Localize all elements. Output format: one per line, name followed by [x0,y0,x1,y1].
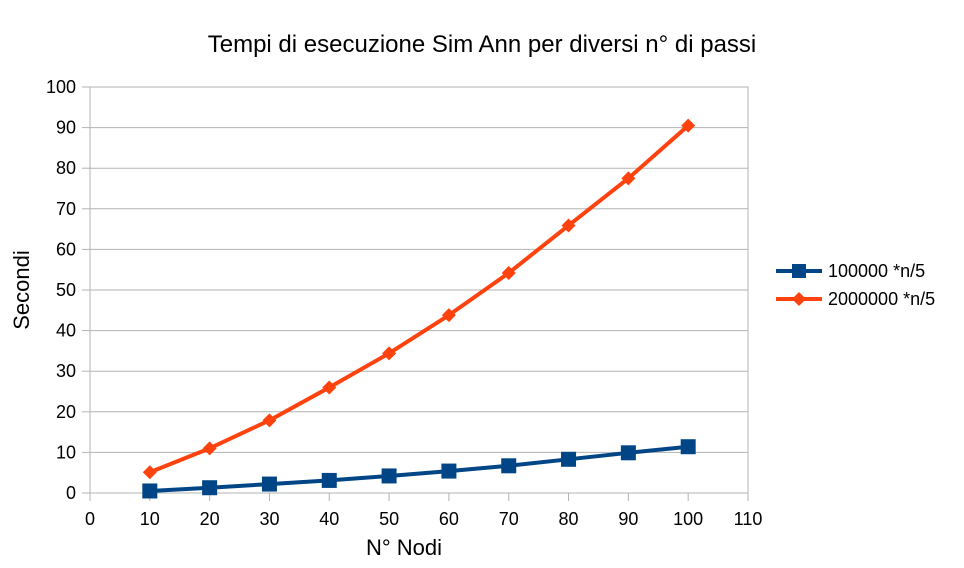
data-point-series-0 [620,445,636,461]
series-lines [142,118,696,499]
x-tick-label: 30 [259,509,279,529]
x-tick-label: 50 [379,509,399,529]
data-point-series-0 [142,483,158,499]
grid-lines [90,86,748,494]
x-tick-label: 100 [673,509,703,529]
axis-ticks: 0 10 20 30 40 50 60 70 80 90 100 0 10 20 30 40 50 60 70 80 9… [46,77,762,529]
data-point-series-1 [561,218,576,233]
x-tick-label: 110 [734,509,763,529]
legend-label-0: 100000 *n/5 [828,261,925,281]
data-point-series-1 [621,171,636,186]
data-point-series-0 [501,458,517,474]
data-point-series-0 [261,476,277,492]
data-point-series-1 [382,346,397,361]
data-point-series-1 [441,308,456,323]
data-point-series-0 [680,439,696,455]
data-point-series-1 [202,441,217,456]
x-tick-label: 80 [559,509,579,529]
data-point-series-1 [681,118,696,133]
series-line-0 [149,444,689,493]
data-point-series-1 [142,465,157,480]
y-tick-label: 60 [56,239,76,259]
y-tick-label: 80 [56,158,76,178]
series-line-1 [149,124,690,475]
x-tick-label: 40 [319,509,339,529]
data-point-series-0 [441,463,457,479]
legend: 100000 *n/5 2000000 *n/5 [776,261,935,309]
legend-label-1: 2000000 *n/5 [828,289,935,309]
data-point-series-0 [561,451,577,467]
data-point-series-0 [381,468,397,484]
y-tick-label: 40 [56,321,76,341]
legend-marker-0 [792,264,806,278]
x-axis-title: N° Nodi [366,535,442,560]
y-axis-title: Secondi [9,250,34,330]
x-tick-label: 70 [499,509,519,529]
y-tick-label: 100 [46,77,76,97]
x-tick-label: 20 [200,509,220,529]
y-tick-label: 50 [56,280,76,300]
y-tick-label: 70 [56,199,76,219]
x-tick-label: 10 [140,509,160,529]
legend-marker-1 [792,292,806,306]
y-tick-label: 10 [56,442,76,462]
data-point-series-1 [322,380,337,395]
x-tick-label: 90 [618,509,638,529]
data-point-series-1 [501,265,516,280]
x-tick-label: 0 [85,509,95,529]
data-point-series-0 [321,472,337,488]
data-point-series-0 [202,480,218,496]
y-tick-label: 20 [56,402,76,422]
y-tick-label: 90 [56,118,76,138]
x-tick-label: 60 [439,509,459,529]
y-tick-label: 30 [56,361,76,381]
chart-title: Tempi di esecuzione Sim Ann per diversi … [208,31,757,58]
data-point-series-1 [262,413,277,428]
y-tick-label: 0 [66,483,76,503]
